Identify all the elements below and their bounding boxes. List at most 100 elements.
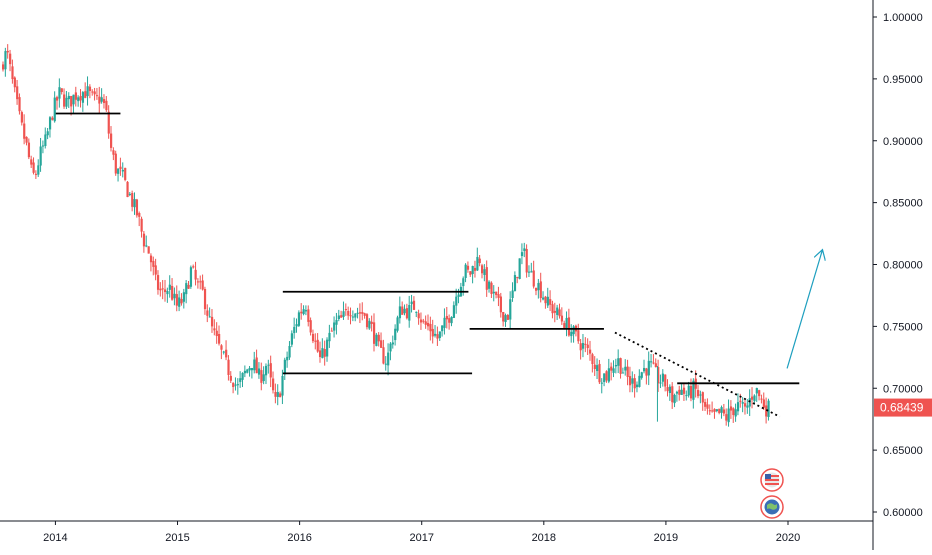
candle-body: [741, 402, 744, 404]
candle-body: [330, 330, 333, 332]
candle-body: [643, 367, 646, 372]
candle-body: [462, 278, 465, 287]
candle-body: [732, 408, 735, 416]
candle-body: [215, 330, 218, 337]
candle-body: [46, 131, 49, 136]
candle-body: [584, 343, 587, 345]
candle-body: [72, 94, 75, 105]
candle-body: [370, 321, 373, 324]
candle-body: [283, 359, 286, 375]
candle-body: [377, 334, 380, 342]
candle-body: [18, 97, 21, 112]
candle-body: [241, 372, 244, 380]
candle-body: [274, 391, 277, 397]
candle-body: [593, 364, 596, 370]
candle-body: [168, 284, 171, 290]
globe-icon[interactable]: [760, 495, 784, 519]
candle-body: [518, 258, 521, 279]
projection-arrow[interactable]: [786, 250, 822, 369]
candle-body: [751, 396, 754, 400]
candle-body: [227, 359, 230, 376]
candle-body: [37, 165, 40, 175]
us-flag-icon[interactable]: [760, 468, 784, 492]
candle-body: [333, 322, 336, 331]
candle-body: [267, 364, 270, 366]
candle-body: [2, 64, 5, 70]
y-tick-label: 0.95000: [883, 74, 923, 86]
candle-body: [509, 299, 512, 320]
candle-body: [523, 248, 526, 251]
candle-body: [577, 330, 580, 342]
candle-body: [13, 77, 16, 88]
candle-body: [243, 370, 247, 374]
candle-body: [196, 281, 200, 283]
candle-body: [600, 382, 603, 384]
y-axis: 1.00000 0.95000 0.90000 0.85000 0.80000 0.750…: [872, 0, 923, 550]
candle-body: [161, 288, 164, 290]
candle-body: [441, 325, 444, 332]
candle-body: [372, 322, 376, 344]
candle-body: [471, 265, 474, 275]
candle-body: [680, 389, 683, 395]
candle-body: [23, 123, 26, 139]
candle-body: [281, 375, 284, 396]
candle-body: [682, 387, 686, 394]
candle-body: [86, 86, 89, 97]
candle-body: [678, 389, 681, 395]
candle-body: [328, 332, 331, 342]
candle-body: [612, 368, 615, 373]
candle-body: [213, 328, 216, 331]
event-icons[interactable]: [760, 468, 784, 519]
candle-body: [185, 283, 188, 295]
candle-body: [326, 339, 329, 357]
candle-body: [32, 162, 35, 173]
candle-body: [361, 311, 364, 314]
candle-body: [365, 314, 369, 328]
candle-body: [419, 319, 423, 323]
last-price-value: 0.68439: [880, 401, 924, 415]
candle-body: [91, 91, 94, 93]
candle-body: [480, 265, 484, 274]
candle-body: [340, 315, 343, 318]
candle-body: [189, 267, 193, 287]
candle-body: [565, 317, 568, 328]
candle-body: [765, 405, 768, 417]
candle-body: [20, 112, 23, 123]
dotted-trendline[interactable]: [614, 331, 781, 418]
candle-body: [535, 287, 538, 291]
candle-body: [457, 294, 460, 297]
candle-body: [589, 349, 592, 354]
candle-body: [478, 258, 481, 264]
candle-body: [39, 146, 42, 166]
candle-body: [368, 320, 371, 329]
candle-body: [736, 402, 740, 412]
candle-body: [56, 97, 59, 101]
candle-body: [276, 392, 279, 397]
candle-body: [297, 312, 301, 326]
y-tick-label: 0.75000: [883, 321, 923, 333]
candle-body: [431, 328, 434, 337]
candle-body: [408, 304, 411, 321]
candle-body: [579, 343, 582, 351]
candle-body: [746, 405, 749, 408]
candle-body: [743, 403, 747, 407]
candle-body: [255, 357, 258, 374]
candle-body: [699, 394, 702, 396]
candle-body: [58, 87, 61, 99]
candle-body: [9, 53, 12, 65]
candle-body: [389, 343, 392, 352]
candle-body: [16, 86, 19, 100]
candle-body: [490, 282, 493, 294]
candle-body: [11, 66, 14, 80]
last-price-badge: 0.68439: [874, 398, 932, 417]
candle-body: [138, 213, 141, 217]
candle-body: [396, 317, 399, 331]
x-tick-label: 2019: [654, 532, 678, 544]
candle-body: [65, 97, 68, 107]
candle-body: [98, 96, 101, 104]
candle-body: [504, 315, 507, 323]
candle-body: [302, 309, 305, 315]
candle-body: [760, 398, 763, 400]
candle-body: [469, 271, 472, 275]
